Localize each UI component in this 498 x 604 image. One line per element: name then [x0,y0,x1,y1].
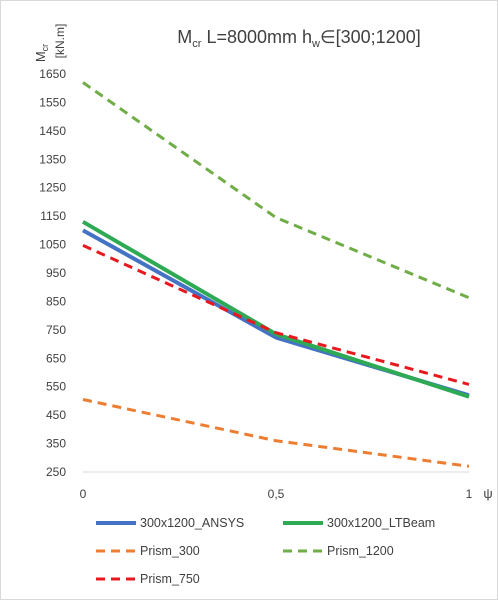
x-tick-label: 0,5 [268,487,285,501]
legend-entry: Prism_300 [140,544,200,558]
x-tick-labels: 0 0,5 1 [80,487,473,501]
series-lines [81,81,470,468]
series-line-prism-750 [82,244,470,386]
legend: 300x1200_ANSYS 300x1200_LTBeam Prism_300 Pr… [96,516,435,586]
series-line-prism-1200 [82,81,470,300]
y-axis-unit: [kN.m] [53,24,67,59]
y-tick-label: 1150 [40,209,66,223]
y-tick-label: 1450 [39,124,66,138]
y-tick-label: 350 [46,437,66,451]
y-tick-label: 250 [46,465,66,479]
y-tick-label: 550 [46,380,66,394]
x-tick-label: 0 [80,487,87,501]
legend-entry: Prism_750 [140,572,200,586]
y-tick-label: 450 [46,408,66,422]
y-tick-label: 750 [46,323,66,337]
legend-entry: Prism_1200 [327,544,394,558]
y-tick-labels: 250 350 450 550 650 750 850 950 1050 1150 1250 1350… [39,67,66,479]
chart-title: Mcr L=8000mm hw∈[300;1200] [177,27,420,50]
y-tick-label: 950 [46,266,66,280]
y-tick-label: 650 [46,351,66,365]
y-tick-label: 850 [46,294,66,308]
legend-entry: 300x1200_LTBeam [327,516,435,530]
series-line-prism-300 [82,398,470,468]
y-tick-label: 1050 [39,238,66,252]
legend-entry: 300x1200_ANSYS [140,516,244,530]
y-tick-label: 1350 [39,152,66,166]
x-tick-label: 1 [466,487,473,501]
y-tick-label: 1650 [39,67,66,81]
y-tick-label: 1250 [39,181,66,195]
y-axis-label: Mcr [33,44,50,62]
y-tick-label: 1550 [39,95,66,109]
x-axis-label: ψ [483,486,492,501]
